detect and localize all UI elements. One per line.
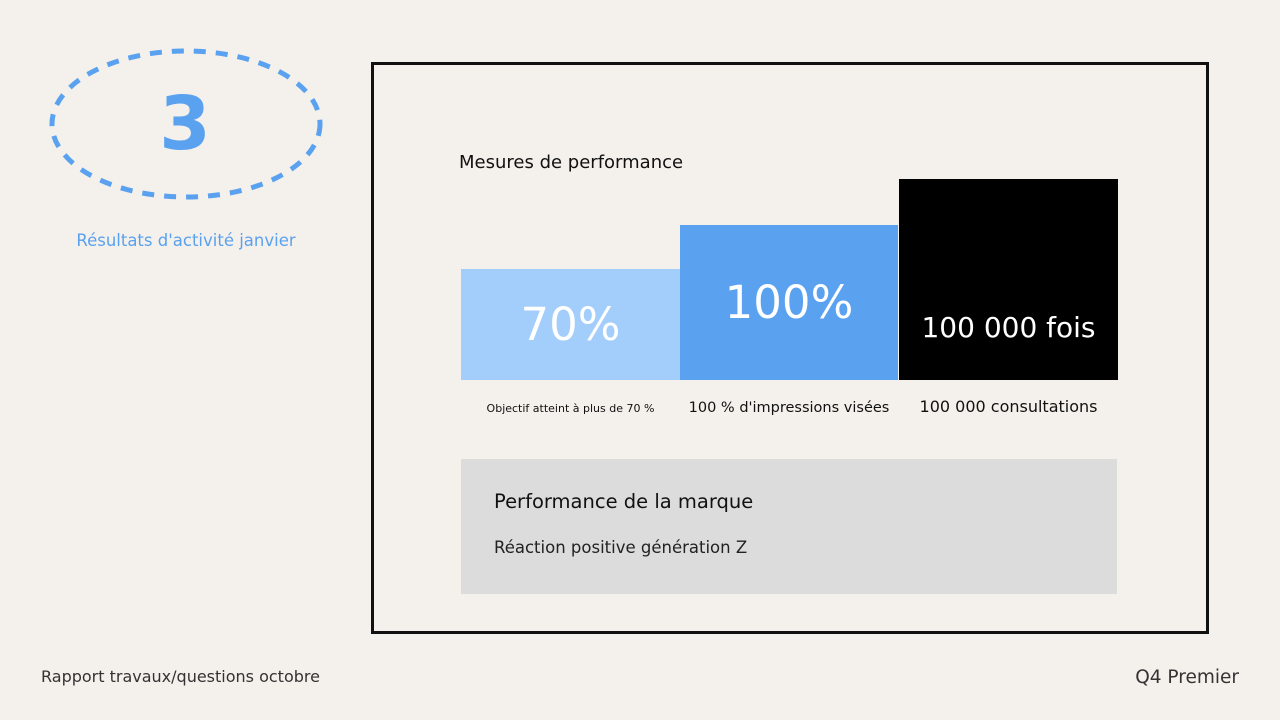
- footer-period: Q4 Premier: [1135, 667, 1239, 688]
- metric-bar-3: 100 000 fois: [899, 179, 1118, 380]
- metrics-title: Mesures de performance: [459, 152, 684, 173]
- footer-report-title: Rapport travaux/questions octobre: [41, 667, 320, 686]
- section-number-badge: 3: [48, 46, 324, 202]
- content-frame: [371, 62, 1209, 634]
- dashed-ellipse-icon: [49, 48, 323, 200]
- section-number: 3: [159, 81, 213, 167]
- metric-caption-3: 100 000 consultations: [919, 397, 1098, 416]
- brand-performance-panel: Performance de la marque Réaction positi…: [461, 459, 1117, 594]
- brand-title: Performance de la marque: [494, 490, 754, 513]
- brand-text: Réaction positive génération Z: [494, 538, 748, 557]
- metric-caption-2: 100 % d'impressions visées: [688, 400, 890, 416]
- metric-caption-1: Objectif atteint à plus de 70 %: [486, 402, 655, 415]
- section-caption: Résultats d'activité janvier: [76, 231, 296, 250]
- metric-bar-2: 100%: [680, 225, 898, 380]
- metric-bar-1: 70%: [461, 269, 680, 380]
